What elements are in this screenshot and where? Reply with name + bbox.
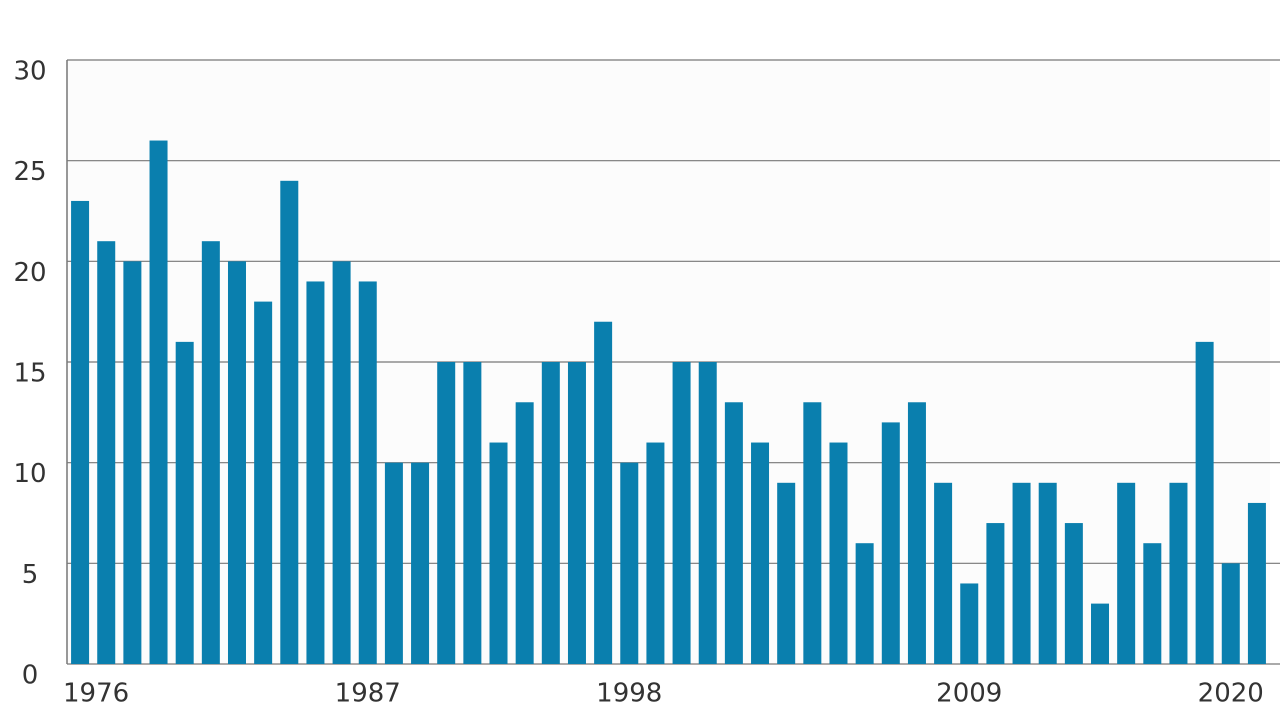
x-tick-label: 2020: [1198, 679, 1264, 709]
bar: [855, 543, 874, 664]
bar: [1091, 603, 1110, 664]
bar: [332, 261, 351, 664]
y-tick-label: 10: [13, 459, 46, 489]
bar: [384, 462, 403, 664]
bar: [280, 180, 299, 665]
bar: [881, 422, 900, 664]
bar: [97, 241, 116, 664]
y-tick-label: 30: [13, 57, 46, 87]
bar: [489, 442, 508, 664]
x-tick-label: 1998: [596, 679, 662, 709]
bar: [1012, 482, 1031, 664]
bar: [594, 321, 613, 664]
y-tick-label: 20: [13, 258, 46, 288]
x-tick-label: 1987: [335, 679, 401, 709]
bar: [1038, 482, 1057, 664]
bar: [201, 241, 220, 664]
bar: [698, 362, 717, 664]
bar: [123, 261, 142, 664]
bar: [1195, 341, 1214, 664]
bar: [960, 583, 979, 664]
bar: [411, 462, 430, 664]
bar: [620, 462, 639, 664]
bar: [907, 402, 926, 664]
bar: [1247, 502, 1266, 664]
bar: [1169, 482, 1188, 664]
bar: [463, 362, 482, 664]
bar: [1064, 523, 1083, 664]
bar: [149, 140, 168, 665]
bar: [829, 442, 848, 664]
bar: [358, 281, 377, 664]
y-tick-label: 15: [13, 359, 46, 389]
bar: [672, 362, 691, 664]
bar: [541, 362, 560, 664]
bar: [646, 442, 665, 664]
bar: [227, 261, 246, 664]
bar: [934, 482, 953, 664]
bar: [777, 482, 796, 664]
bar: [1221, 563, 1240, 664]
x-tick-label: 1976: [63, 679, 129, 709]
bar: [724, 402, 743, 664]
bar: [306, 281, 325, 664]
bar: [175, 341, 194, 664]
bar: [71, 200, 90, 664]
bar: [1117, 482, 1136, 664]
x-tick-label: 2009: [936, 679, 1002, 709]
bar: [254, 301, 273, 664]
bar: [803, 402, 822, 664]
bar: [751, 442, 770, 664]
y-tick-label: 0: [22, 661, 39, 691]
y-tick-label: 25: [13, 157, 46, 187]
bar: [437, 362, 456, 664]
bar: [567, 362, 586, 664]
bar: [515, 402, 534, 664]
bar: [986, 523, 1005, 664]
bar: [1143, 543, 1162, 664]
y-tick-label: 5: [22, 560, 39, 590]
